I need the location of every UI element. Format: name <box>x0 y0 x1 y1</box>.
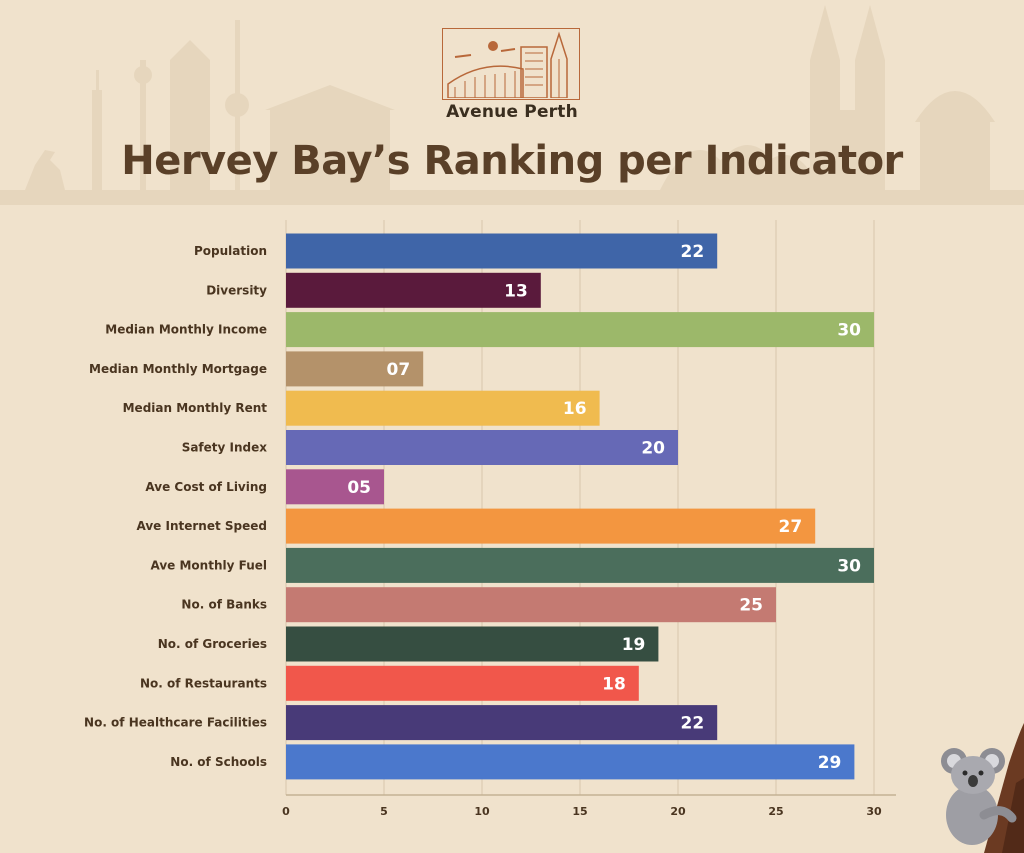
category-label: Median Monthly Income <box>105 323 267 337</box>
bar <box>286 233 718 269</box>
data-label: 07 <box>387 360 411 380</box>
data-label: 22 <box>681 242 705 262</box>
data-label: 29 <box>818 753 842 773</box>
data-label: 13 <box>504 281 528 301</box>
data-label: 25 <box>739 596 763 616</box>
bar <box>286 744 855 780</box>
data-label: 22 <box>681 714 705 734</box>
category-label: Ave Internet Speed <box>137 519 268 533</box>
bar <box>286 665 639 701</box>
category-label: Median Monthly Mortgage <box>89 362 267 376</box>
category-label: Median Monthly Rent <box>123 401 268 415</box>
category-label: Population <box>194 244 267 258</box>
x-tick-label: 25 <box>768 805 783 818</box>
category-label: No. of Schools <box>170 755 267 769</box>
bar <box>286 312 874 348</box>
category-label: Ave Monthly Fuel <box>150 558 267 572</box>
bar <box>286 508 816 544</box>
category-label: Ave Cost of Living <box>145 480 267 494</box>
data-label: 27 <box>779 517 803 537</box>
x-tick-label: 5 <box>380 805 388 818</box>
x-tick-label: 30 <box>866 805 882 818</box>
page-title: Hervey Bay’s Ranking per Indicator <box>121 138 903 184</box>
category-label: No. of Healthcare Facilities <box>84 716 267 730</box>
data-label: 18 <box>602 674 626 694</box>
bar <box>286 430 678 465</box>
brand-logo: Avenue Perth <box>442 28 582 124</box>
category-label: Diversity <box>206 283 267 297</box>
x-tick-label: 15 <box>572 805 587 818</box>
data-label: 16 <box>563 399 587 419</box>
bar <box>286 626 659 662</box>
bar <box>286 469 384 505</box>
category-label: Safety Index <box>182 441 268 455</box>
data-label: 19 <box>622 635 646 655</box>
bar <box>286 351 424 387</box>
data-label: 30 <box>837 321 861 341</box>
bar <box>286 587 776 623</box>
koala-illustration-icon <box>941 723 1024 853</box>
bar <box>286 390 600 426</box>
logo-frame <box>442 28 580 100</box>
category-label: No. of Banks <box>181 598 267 612</box>
bar <box>286 547 874 583</box>
x-tick-label: 10 <box>474 805 490 818</box>
skyline-background <box>0 5 1024 205</box>
data-label: 30 <box>837 556 861 576</box>
bar <box>286 705 718 741</box>
brand-name: Avenue Perth <box>446 102 578 122</box>
x-tick-label: 20 <box>670 805 686 818</box>
data-label: 05 <box>347 478 371 498</box>
data-label: 20 <box>641 439 665 459</box>
category-label: No. of Restaurants <box>140 676 267 690</box>
x-tick-label: 0 <box>282 805 290 818</box>
category-label: No. of Groceries <box>158 637 267 651</box>
bar <box>286 272 541 308</box>
